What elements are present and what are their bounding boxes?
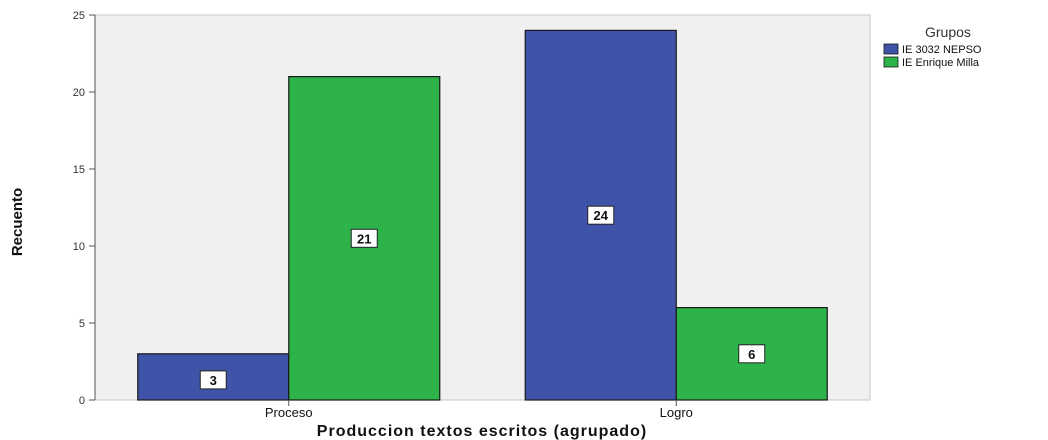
legend-label: IE 3032 NEPSO	[902, 44, 982, 56]
y-tick-label: 25	[73, 10, 85, 22]
bars	[137, 29, 828, 401]
y-tick-label: 10	[73, 241, 85, 253]
legend-title: Grupos	[925, 24, 971, 40]
data-label-box	[199, 370, 227, 390]
legend-label: IE Enrique Milla	[902, 57, 980, 69]
y-tick-label: 0	[79, 395, 85, 407]
x-tick-label: Logro	[660, 405, 693, 420]
data-label: 6	[748, 347, 755, 362]
data-label-box	[587, 205, 615, 225]
data-label: 21	[357, 231, 371, 246]
x-tick-label: Proceso	[265, 405, 313, 420]
legend-swatch	[883, 43, 899, 55]
data-labels: 3 21 24 6	[199, 205, 766, 390]
legend-swatch	[883, 56, 899, 68]
y-tick-label: 20	[73, 87, 85, 99]
y-axis: 0 5 10 15 20 25	[73, 10, 96, 407]
x-axis: Proceso Logro	[265, 400, 693, 420]
data-label: 24	[594, 208, 609, 223]
data-label: 3	[210, 373, 217, 388]
y-axis-title: Recuento	[9, 188, 26, 256]
data-label-box	[738, 344, 766, 364]
y-tick-label: 15	[73, 164, 85, 176]
x-axis-title: Produccion textos escritos (agrupado)	[317, 423, 647, 440]
y-tick-label: 5	[79, 318, 85, 330]
data-label-box	[350, 228, 378, 248]
